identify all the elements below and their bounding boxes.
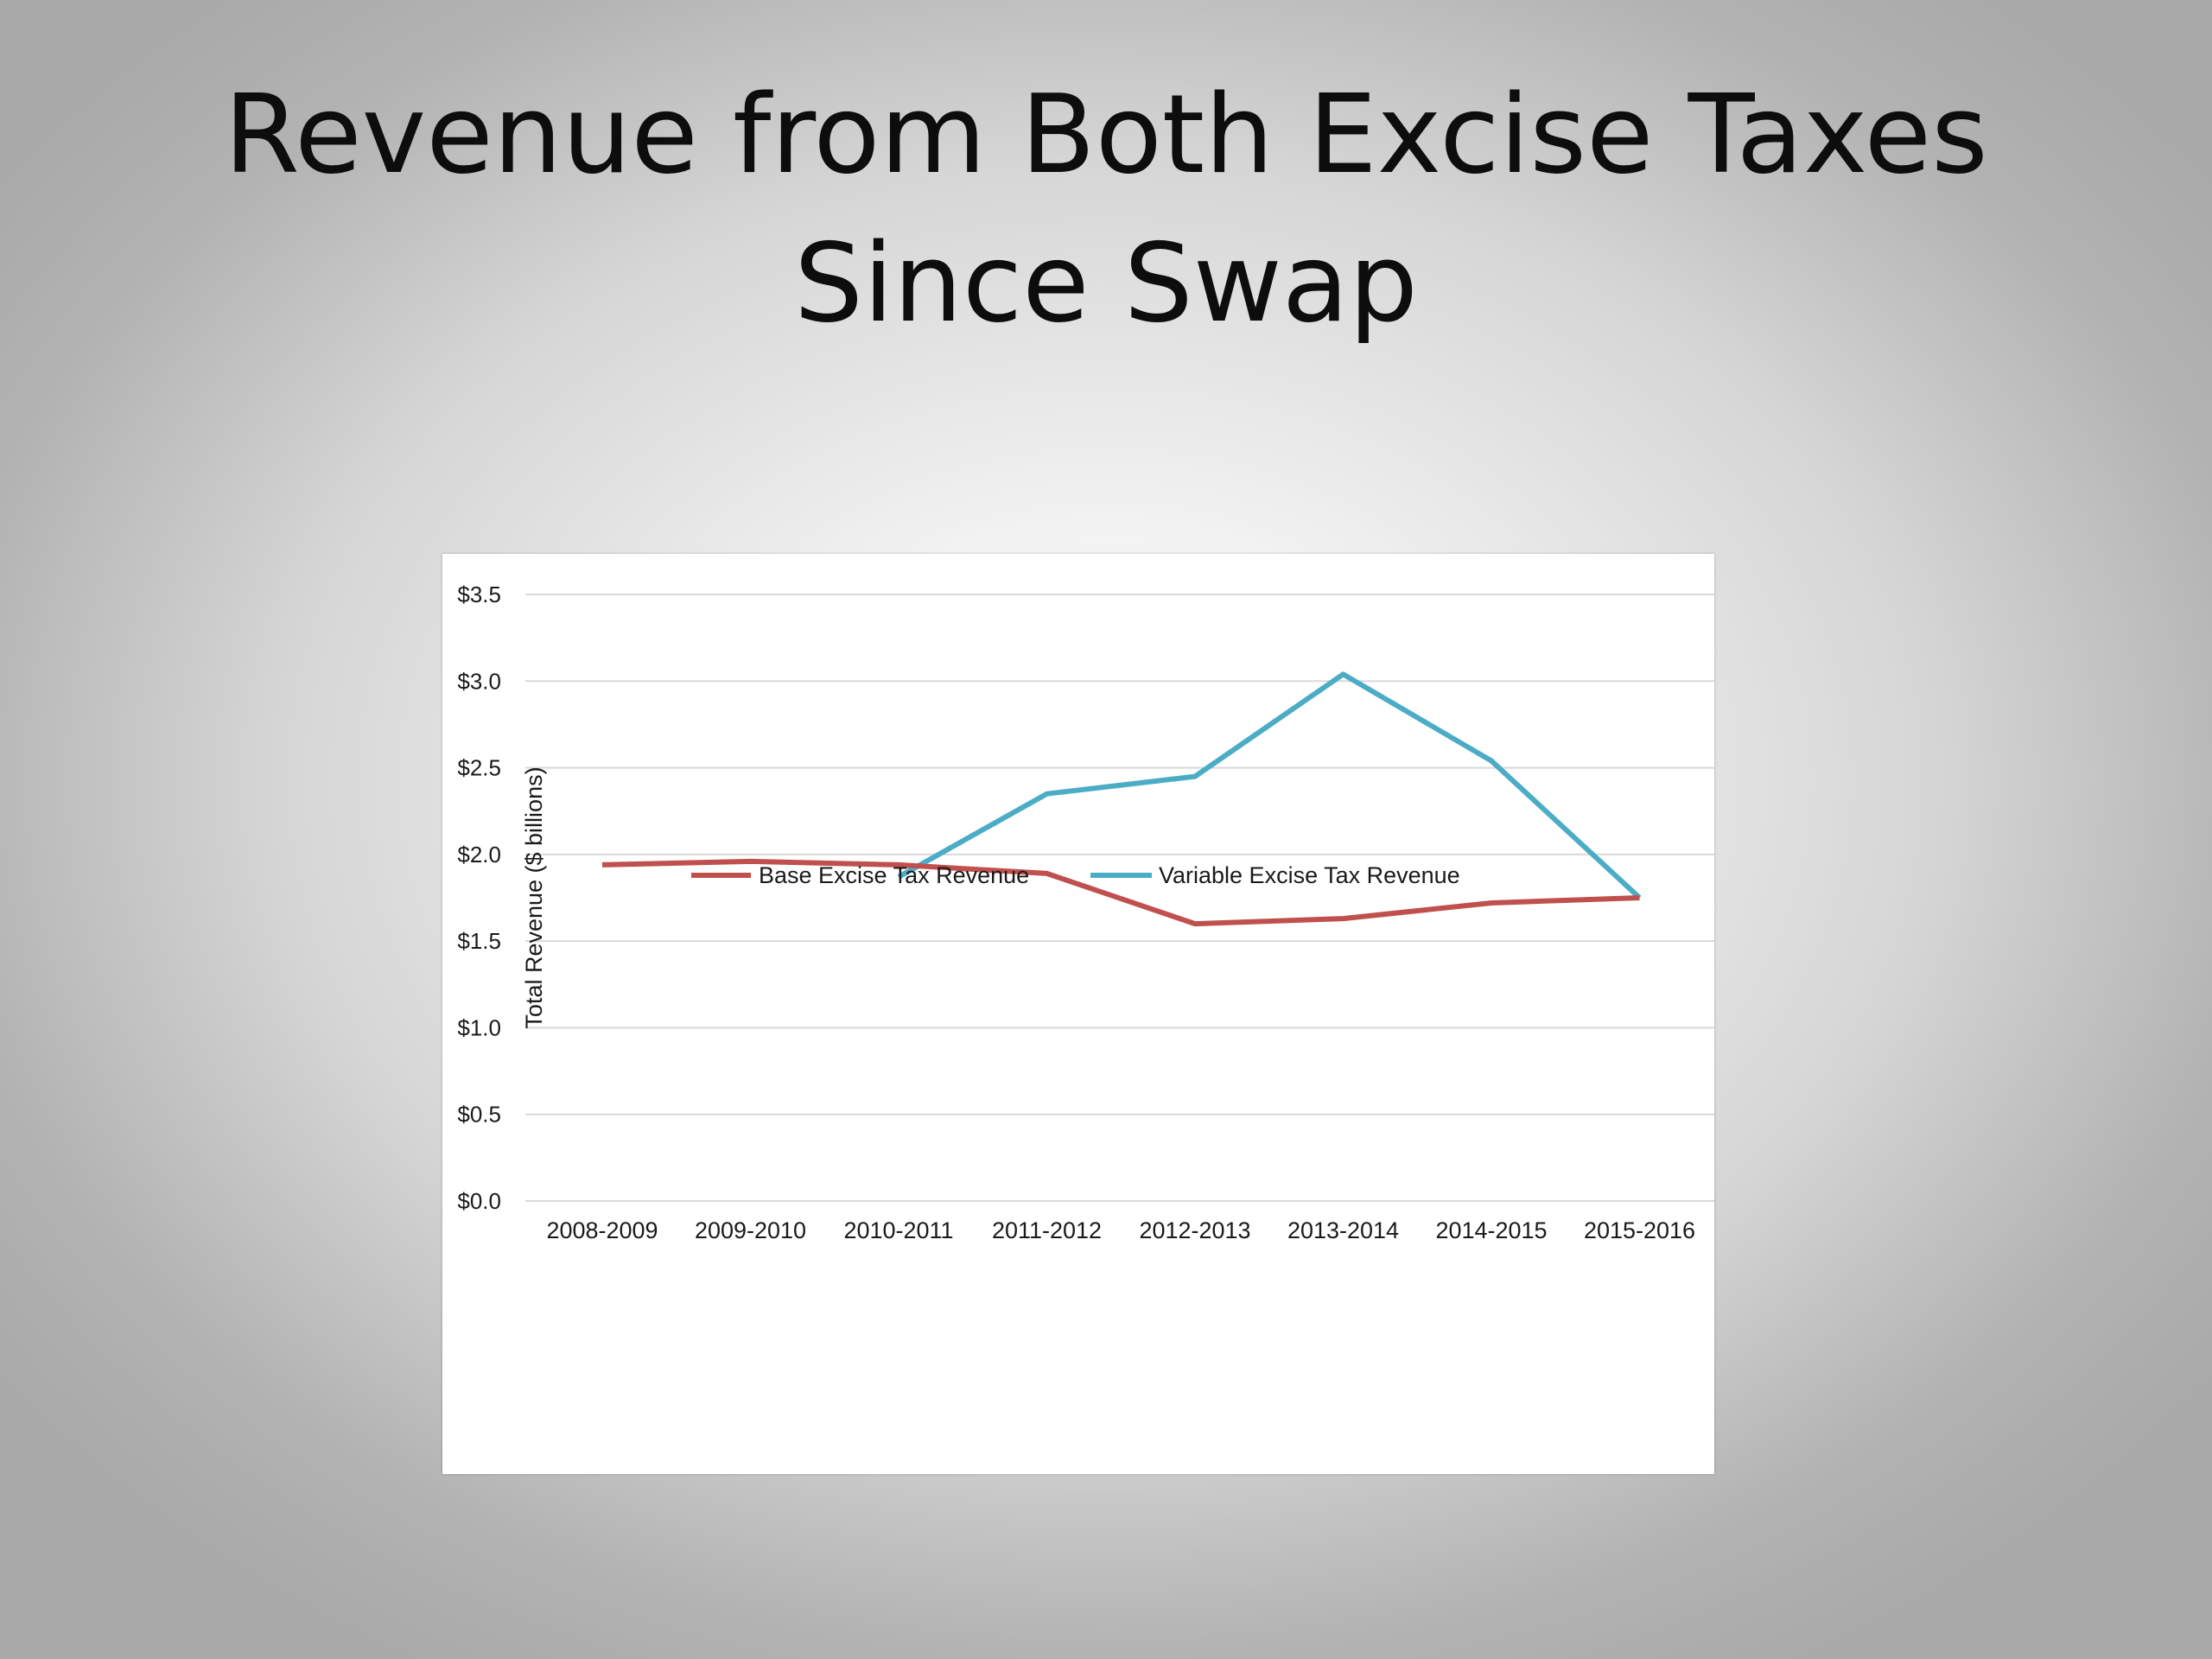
data-series bbox=[601, 671, 1642, 927]
x-tick-label: 2008-2009 bbox=[546, 1217, 658, 1243]
x-tick-label: 2011-2012 bbox=[992, 1217, 1102, 1243]
x-tick-label: 2010-2011 bbox=[843, 1217, 953, 1243]
y-tick-label: $3.0 bbox=[457, 668, 501, 694]
y-tick-label: $0.5 bbox=[457, 1102, 501, 1128]
x-tick-label: 2015-2016 bbox=[1584, 1217, 1695, 1243]
gridlines bbox=[525, 594, 1714, 1202]
y-tick-label: $3.5 bbox=[457, 582, 501, 607]
y-tick-label: $0.0 bbox=[457, 1188, 501, 1214]
y-axis-label: Total Revenue ($ billions) bbox=[521, 766, 547, 1028]
x-axis-tick-labels: 2008-2009 2009-2010 2010-2011 2011-2012 2012… bbox=[546, 1217, 1695, 1243]
x-tick-label: 2012-2013 bbox=[1139, 1217, 1250, 1243]
legend-label: Base Excise Tax Revenue bbox=[759, 862, 1029, 888]
y-tick-label: $1.0 bbox=[457, 1014, 501, 1040]
series-line-base-excise bbox=[601, 858, 1640, 927]
series-line-variable-excise bbox=[897, 671, 1642, 900]
chart-panel: $0.0 $0.5 $1.0 $1.5 $2.0 $2.5 $3.0 $3.5 2008-20… bbox=[442, 554, 1714, 1474]
legend: Base Excise Tax Revenue Variable Excise T… bbox=[691, 862, 1460, 888]
y-axis-tick-labels: $0.0 $0.5 $1.0 $1.5 $2.0 $2.5 $3.0 $3.5 bbox=[457, 582, 501, 1214]
line-chart: $0.0 $0.5 $1.0 $1.5 $2.0 $2.5 $3.0 $3.5 2008-20… bbox=[457, 582, 1714, 1243]
y-tick-label: $2.5 bbox=[457, 755, 501, 781]
slide-title: Revenue from Both Excise Taxes Since Swa… bbox=[224, 71, 1988, 346]
x-tick-label: 2013-2014 bbox=[1287, 1217, 1399, 1243]
x-tick-label: 2009-2010 bbox=[695, 1217, 806, 1243]
x-tick-label: 2014-2015 bbox=[1435, 1217, 1547, 1243]
y-tick-label: $2.0 bbox=[457, 842, 501, 868]
y-tick-label: $1.5 bbox=[457, 928, 501, 954]
legend-label: Variable Excise Tax Revenue bbox=[1159, 862, 1460, 888]
